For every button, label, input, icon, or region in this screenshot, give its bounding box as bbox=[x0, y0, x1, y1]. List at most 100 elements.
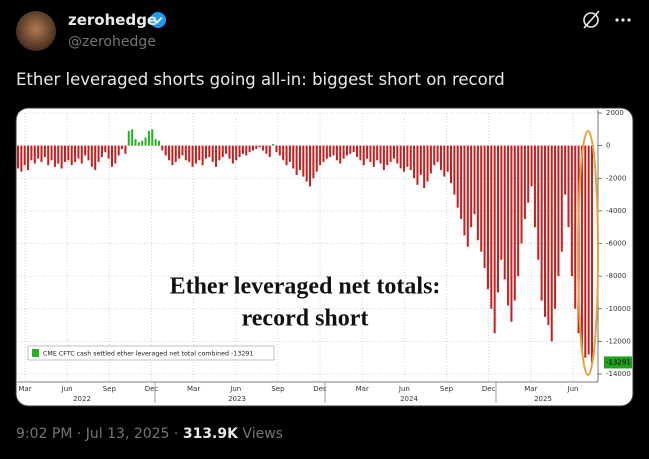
bar bbox=[376, 145, 379, 161]
bar bbox=[47, 145, 50, 166]
bar bbox=[231, 145, 234, 164]
y-tick-label: -12000 bbox=[606, 337, 631, 345]
bar bbox=[211, 145, 214, 162]
x-tick-label: Mar bbox=[187, 385, 200, 393]
legend-swatch bbox=[32, 349, 39, 357]
bar bbox=[184, 145, 187, 161]
year-label: 2025 bbox=[534, 395, 552, 403]
bar bbox=[178, 145, 181, 159]
bar bbox=[37, 145, 40, 159]
x-tick-label: Jun bbox=[567, 385, 579, 393]
tweet-text: Ether leveraged shorts going all-in: big… bbox=[16, 70, 505, 89]
bar bbox=[20, 145, 23, 172]
bar bbox=[503, 145, 506, 280]
bar bbox=[154, 139, 157, 146]
bar bbox=[342, 145, 345, 159]
bar bbox=[547, 145, 550, 326]
bar bbox=[221, 145, 224, 158]
bar bbox=[131, 129, 134, 146]
bar bbox=[443, 145, 446, 177]
bar bbox=[332, 145, 335, 156]
bar bbox=[74, 145, 77, 162]
bar bbox=[352, 145, 355, 153]
bar bbox=[335, 145, 338, 161]
bar bbox=[507, 145, 510, 306]
bar bbox=[161, 145, 164, 151]
bar bbox=[389, 145, 392, 162]
date[interactable]: Jul 13, 2025 bbox=[85, 426, 170, 442]
bar bbox=[251, 145, 254, 151]
bar bbox=[403, 145, 406, 172]
bar bbox=[94, 145, 97, 171]
y-tick-label: -10000 bbox=[606, 305, 631, 313]
bar bbox=[429, 145, 432, 174]
bar bbox=[574, 145, 577, 309]
grok-icon[interactable] bbox=[583, 10, 600, 29]
bar bbox=[483, 145, 486, 268]
bar bbox=[67, 145, 70, 161]
bar bbox=[460, 145, 463, 220]
bar bbox=[70, 145, 73, 166]
bar bbox=[570, 145, 573, 277]
bar bbox=[543, 145, 547, 317]
x-tick-label: Sep bbox=[440, 385, 454, 393]
time[interactable]: 9:02 PM bbox=[16, 426, 73, 442]
bar bbox=[386, 145, 389, 166]
bar bbox=[510, 145, 513, 322]
bar bbox=[191, 145, 194, 167]
bar bbox=[399, 145, 402, 169]
bar bbox=[215, 145, 218, 167]
bar bbox=[356, 145, 359, 158]
y-tick-label: 2000 bbox=[606, 109, 624, 117]
author-handle[interactable]: @zerohedge bbox=[68, 34, 156, 50]
bar bbox=[329, 145, 332, 158]
x-tick-label: Jun bbox=[229, 385, 241, 393]
more-icon[interactable] bbox=[615, 18, 631, 22]
bar bbox=[268, 145, 271, 158]
bar bbox=[419, 145, 422, 175]
bar bbox=[40, 145, 43, 162]
bar bbox=[372, 145, 375, 167]
bar bbox=[127, 130, 130, 146]
bar bbox=[302, 145, 305, 177]
bar bbox=[359, 145, 362, 161]
author-name[interactable]: zerohedge bbox=[68, 11, 158, 29]
bar bbox=[33, 145, 36, 164]
bar bbox=[43, 145, 46, 158]
x-tick-label: Sep bbox=[103, 385, 117, 393]
bar bbox=[473, 145, 476, 215]
bar bbox=[309, 145, 312, 187]
x-tick-label: Mar bbox=[18, 385, 31, 393]
separator: · bbox=[76, 426, 82, 442]
bar bbox=[530, 145, 533, 187]
bar bbox=[157, 140, 160, 146]
bar bbox=[204, 145, 207, 159]
y-tick-label: -6000 bbox=[606, 240, 626, 248]
bar bbox=[235, 145, 238, 161]
bar bbox=[409, 145, 412, 171]
bar bbox=[362, 145, 365, 166]
bar bbox=[295, 145, 298, 175]
bar bbox=[423, 145, 426, 189]
bar bbox=[426, 145, 429, 182]
bar bbox=[560, 145, 563, 252]
bar bbox=[168, 145, 171, 161]
bar bbox=[27, 145, 30, 171]
bar bbox=[439, 145, 442, 171]
bar bbox=[97, 145, 100, 162]
bar bbox=[305, 145, 308, 182]
bar bbox=[486, 145, 489, 290]
bar bbox=[63, 145, 67, 162]
bar bbox=[500, 145, 503, 260]
bar bbox=[480, 145, 483, 252]
bar bbox=[50, 145, 53, 161]
bar bbox=[322, 145, 325, 162]
bar bbox=[537, 145, 540, 260]
bar bbox=[198, 145, 201, 161]
bar bbox=[493, 145, 496, 334]
avatar[interactable] bbox=[16, 11, 56, 51]
x-tick-label: Jun bbox=[61, 385, 73, 393]
bar bbox=[319, 145, 322, 166]
